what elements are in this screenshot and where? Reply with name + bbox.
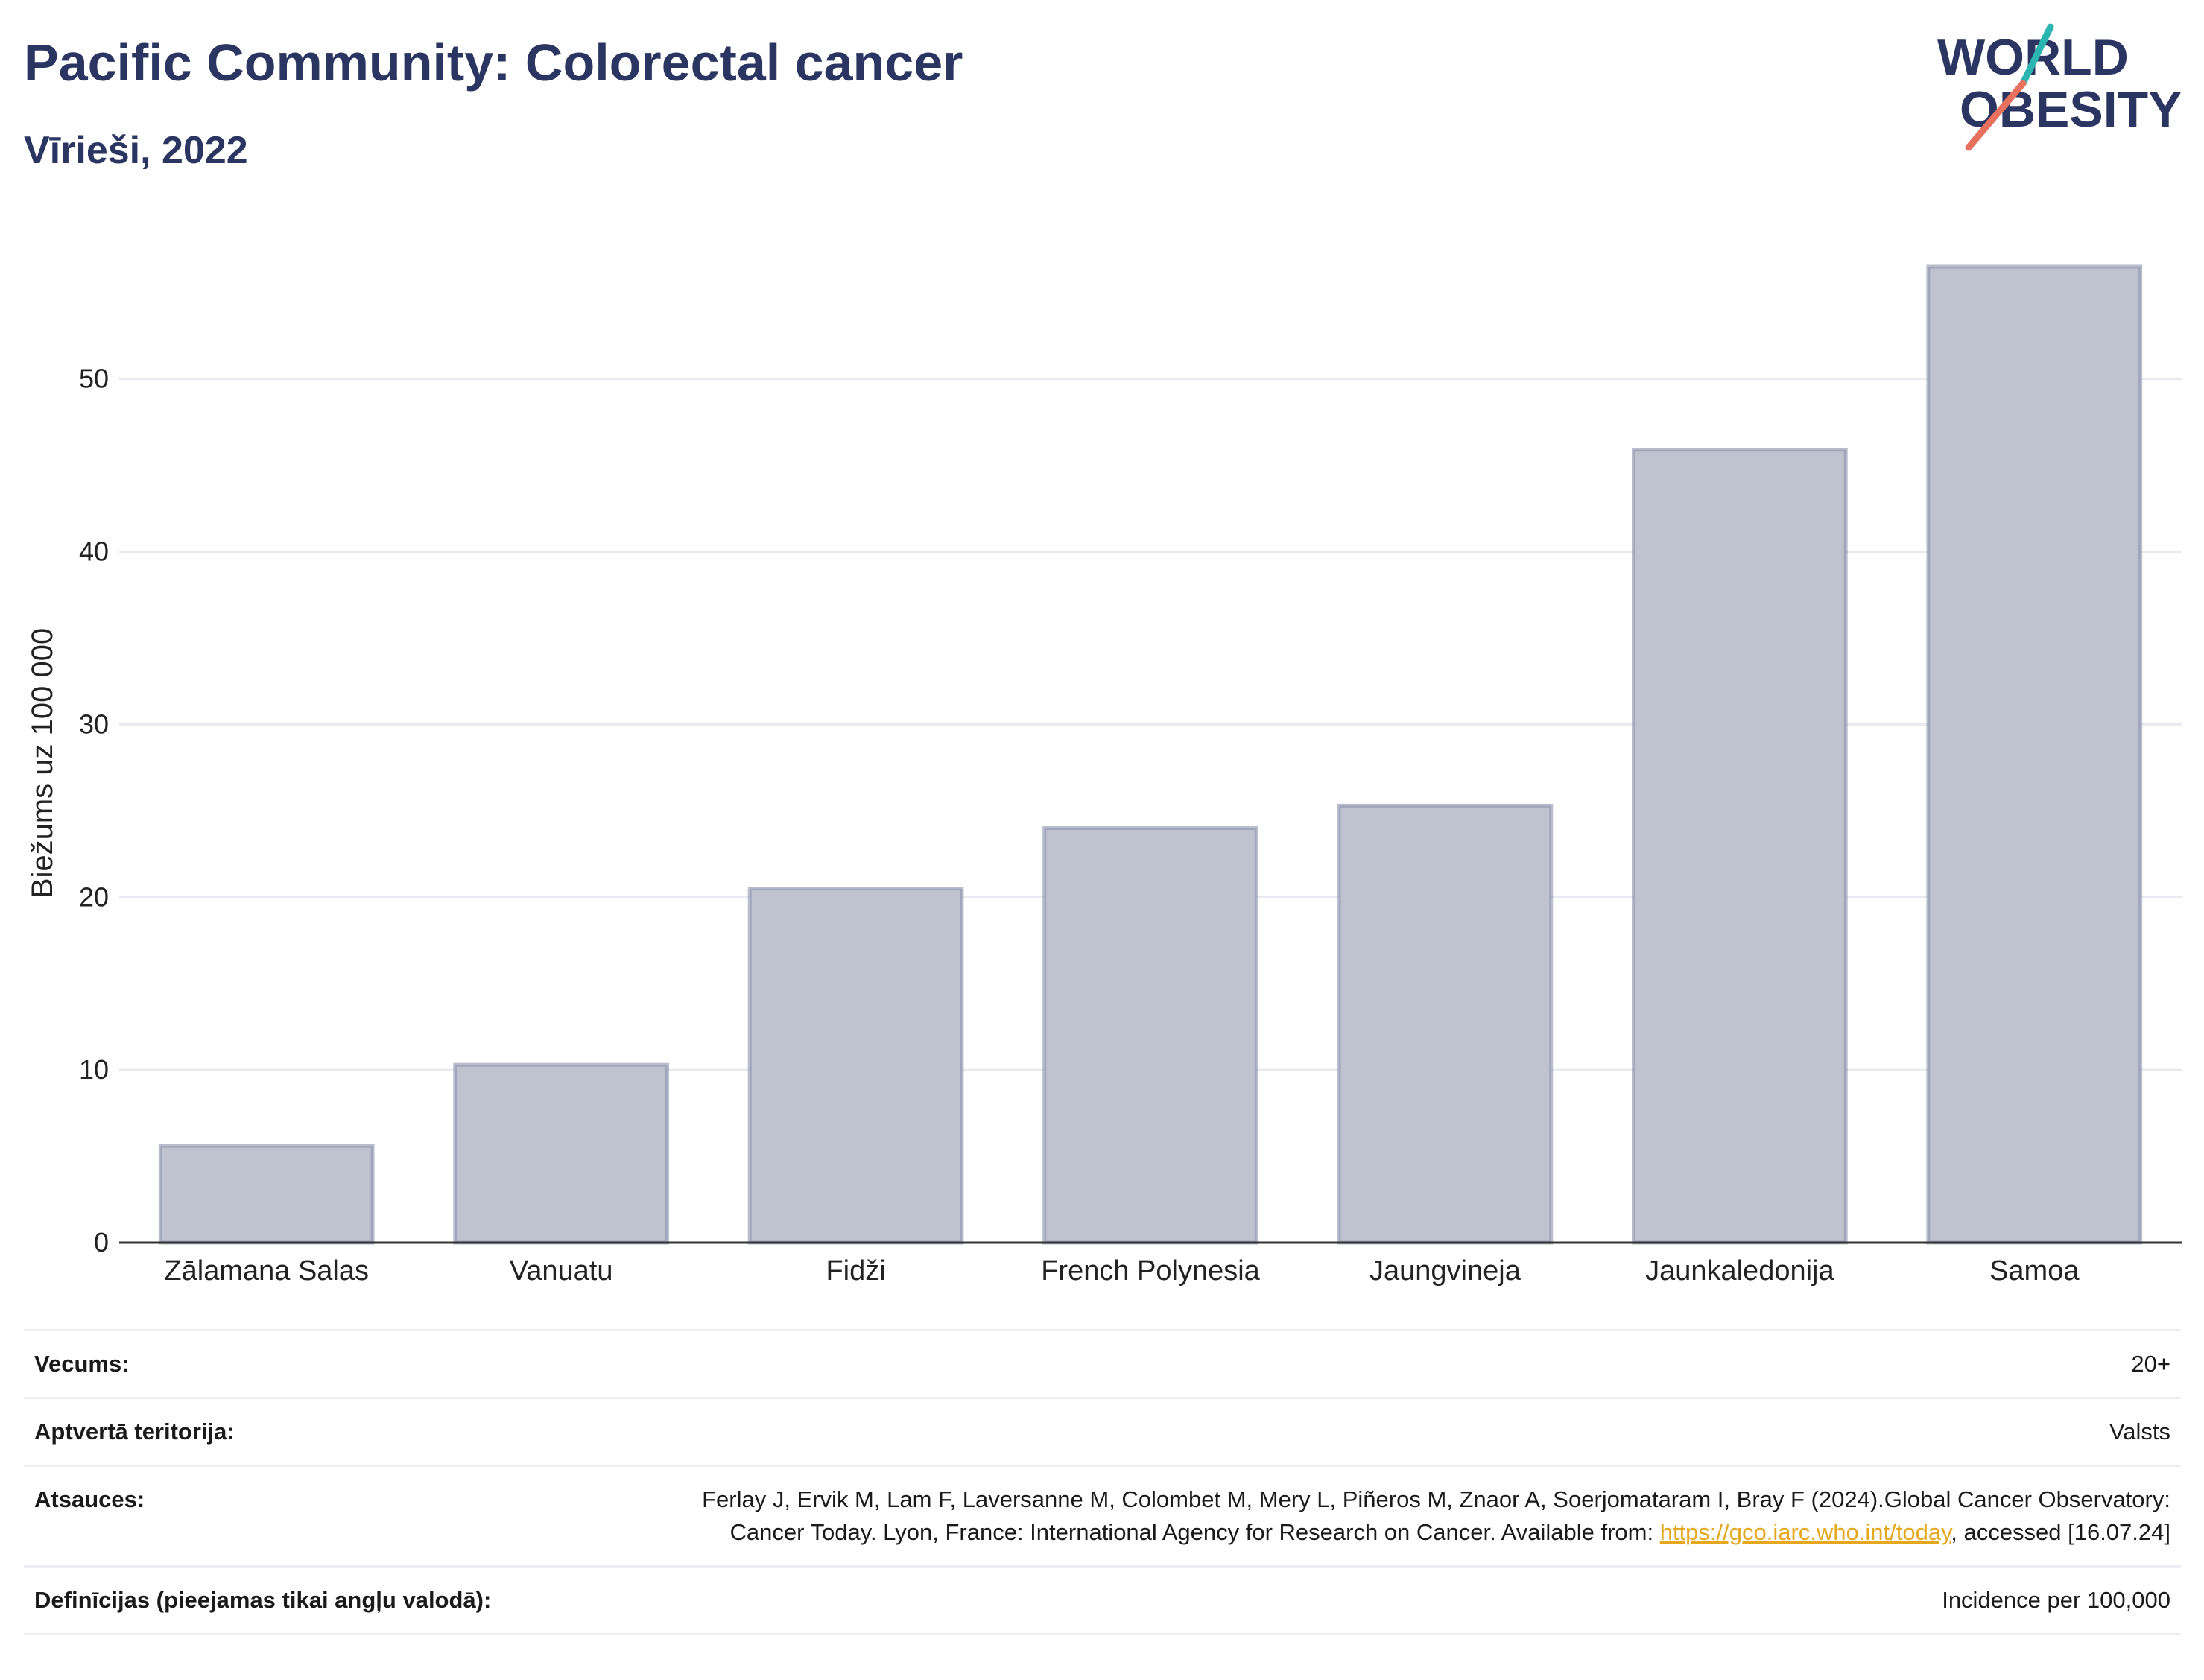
y-tick-label: 30 [79,709,109,739]
y-tick-label: 20 [79,881,109,912]
reference-link[interactable]: https://gco.iarc.who.int/today [1659,1519,1951,1545]
info-value: Ferlay J, Ervik M, Lam F, Laversanne M, … [611,1465,2181,1568]
y-axis-label: Biežums uz 100 000 [26,628,59,898]
info-value: Incidence per 100,000 [611,1565,2181,1635]
info-key: Aptvertā teritorija: [24,1397,611,1467]
bar [1632,448,1848,1245]
bar [1926,264,2143,1245]
logo-slash-red [1965,80,2027,151]
info-row-age: Vecums: 20+ [24,1329,2181,1399]
chart-subtitle: Vīrieši, 2022 [24,129,248,172]
info-key: Atsauces: [24,1465,611,1568]
x-tick-label: Vanuatu [510,1255,613,1287]
y-tick-label: 40 [79,536,109,567]
reference-text: Ferlay J, Ervik M, Lam F, Laversanne M, … [702,1486,2170,1545]
x-tick-labels: Zālamana Salas Vanuatu Fidži French Polynes… [164,1255,2080,1287]
y-tick-label: 10 [79,1054,109,1085]
info-row-definitions: Definīcijas (pieejamas tikai angļu valod… [24,1565,2181,1635]
reference-accessed: , accessed [16.07.24] [1951,1519,2170,1545]
info-value: Valsts [611,1397,2181,1467]
bar [1042,826,1258,1245]
y-tick-label: 0 [94,1227,109,1258]
x-tick-label: Zālamana Salas [164,1255,369,1287]
y-tick-label: 50 [79,364,109,394]
x-tick-label: Jaunkaledonija [1645,1255,1834,1287]
x-tick-label: Jaungvineja [1369,1255,1521,1287]
x-tick-label: Fidži [826,1255,885,1287]
y-tick-labels: 0 10 20 30 40 50 [79,364,109,1258]
info-row-coverage: Aptvertā teritorija: Valsts [24,1397,2181,1467]
info-key: Definīcijas (pieejamas tikai angļu valod… [24,1565,611,1635]
bars [158,264,2143,1245]
logo-slash-teal [2019,23,2054,87]
x-tick-label: French Polynesia [1041,1255,1260,1287]
bar-chart: 0 10 20 30 40 50 Zālamana Salas Vanuatu Fidži Fr… [26,264,2182,1287]
bar [1337,803,1554,1245]
bar [158,1144,375,1245]
world-obesity-logo: WORLD OBESITY [1937,23,2182,151]
info-table: Vecums: 20+ Aptvertā teritorija: Valsts … [24,1329,2181,1635]
info-key: Vecums: [24,1329,611,1399]
info-value: 20+ [611,1329,2181,1399]
info-row-references: Atsauces: Ferlay J, Ervik M, Lam F, Lave… [24,1465,2181,1568]
chart-title: Pacific Community: Colorectal cancer [24,34,963,92]
bar [747,887,964,1245]
bar [453,1062,669,1245]
x-tick-label: Samoa [1989,1255,2080,1287]
